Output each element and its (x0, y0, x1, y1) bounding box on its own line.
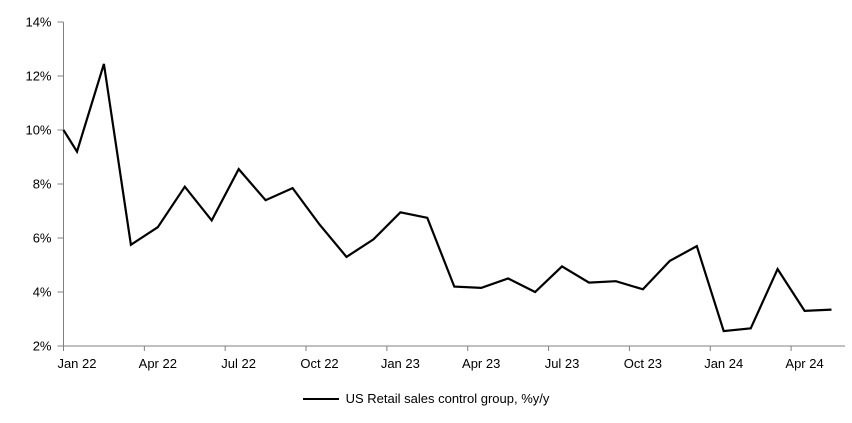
y-tick-label: 6% (33, 231, 52, 246)
x-tick-label: Apr 23 (462, 356, 500, 371)
data-series-line (62, 63, 832, 333)
x-tick-label: Jul 22 (221, 356, 256, 371)
x-tick-label: Apr 22 (139, 356, 177, 371)
x-tick-label: Oct 22 (300, 356, 338, 371)
x-tick-label: Jan 22 (57, 356, 96, 371)
legend-line-swatch (302, 397, 339, 400)
y-tick-label: 2% (33, 339, 52, 354)
legend: US Retail sales control group, %y/y (0, 392, 852, 405)
x-tick-label: Jan 24 (704, 356, 743, 371)
y-tick-label: 8% (33, 177, 52, 192)
y-tick-label: 4% (33, 285, 52, 300)
plot-area: 14% 12% 10% 8% 6% 4% 2% Jan 22 Apr 22 Jul 22 Oct 2… (25, 15, 845, 371)
x-tick-label: Oct 23 (624, 356, 662, 371)
x-tick-label: Apr 24 (785, 356, 823, 371)
y-tick-label: 12% (25, 69, 51, 84)
x-tick-label: Jan 23 (381, 356, 420, 371)
y-tick-label: 10% (25, 123, 51, 138)
x-tick-label: Jul 23 (545, 356, 580, 371)
legend-label: US Retail sales control group, %y/y (345, 391, 550, 406)
y-tick-label: 14% (25, 15, 51, 30)
